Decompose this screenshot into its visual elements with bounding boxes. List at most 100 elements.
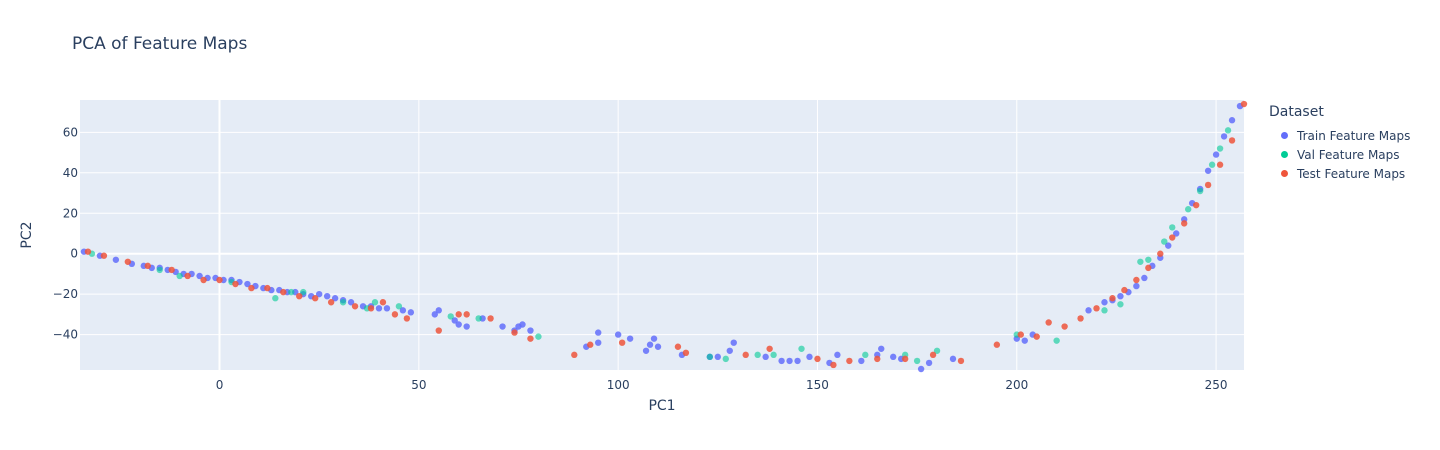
legend-label-test: Test Feature Maps [1297, 166, 1406, 181]
data-point [858, 357, 865, 365]
data-point [1117, 292, 1124, 300]
data-point [499, 323, 506, 330]
data-point [587, 341, 594, 348]
x-tick-label: 0 [216, 378, 224, 392]
data-point [379, 299, 387, 306]
data-point [399, 307, 407, 314]
data-point [1161, 238, 1168, 245]
data-point [375, 305, 383, 312]
data-point [447, 313, 454, 320]
data-point [315, 290, 323, 298]
data-point [890, 353, 897, 361]
data-point [535, 333, 542, 340]
data-point [1204, 181, 1212, 189]
legend: Dataset Train Feature Maps Val Feature M… [1269, 104, 1410, 183]
data-point [1196, 187, 1204, 195]
y-axis-title: PC2 [19, 221, 35, 248]
data-point [806, 353, 813, 361]
data-point [435, 307, 442, 314]
data-point [1157, 250, 1164, 257]
x-tick-label: 150 [806, 378, 829, 392]
y-tick-label: 60 [63, 125, 78, 139]
data-point [618, 339, 626, 346]
data-point [993, 341, 1001, 348]
data-point [112, 256, 120, 263]
data-point [463, 311, 470, 318]
data-point [1228, 137, 1236, 144]
data-points [80, 100, 1248, 373]
data-point [511, 329, 518, 336]
data-point [451, 317, 458, 324]
data-point [288, 288, 295, 296]
data-point [726, 347, 733, 354]
data-point [1169, 224, 1176, 231]
data-point [901, 355, 909, 363]
data-point [1045, 319, 1052, 326]
y-tick-label: −40 [53, 328, 78, 342]
data-point [862, 351, 869, 359]
data-point [642, 347, 650, 354]
data-point [1017, 331, 1024, 338]
data-point [917, 365, 925, 373]
data-point [1085, 307, 1092, 314]
data-point [1101, 299, 1108, 306]
data-point [878, 345, 885, 352]
data-point [1228, 117, 1236, 124]
data-point [814, 355, 821, 363]
data-point [913, 357, 921, 365]
data-point [778, 357, 785, 365]
plot-background [80, 100, 1244, 370]
y-tick-label: 20 [63, 206, 78, 220]
data-point [1109, 295, 1116, 302]
data-point [1216, 161, 1224, 168]
data-point [682, 349, 690, 357]
data-point [407, 309, 415, 316]
data-point [706, 353, 714, 361]
data-point [830, 361, 837, 369]
data-point [487, 315, 494, 322]
data-point [595, 329, 602, 336]
data-point [1145, 256, 1152, 263]
data-point [347, 299, 355, 306]
data-point [595, 339, 602, 346]
data-point [957, 357, 965, 365]
series-2 [84, 100, 1248, 369]
data-point [1145, 264, 1152, 272]
data-point [762, 353, 769, 361]
data-point [754, 351, 761, 359]
data-point [176, 272, 183, 280]
data-point [1061, 323, 1068, 330]
data-point [331, 295, 339, 302]
data-point [798, 345, 805, 352]
data-point [650, 335, 658, 342]
data-point [714, 353, 722, 361]
legend-item-test[interactable]: Test Feature Maps [1269, 164, 1410, 183]
data-point [100, 252, 108, 259]
data-point [1212, 151, 1220, 158]
data-point [280, 288, 287, 296]
legend-label-train: Train Feature Maps [1297, 128, 1411, 143]
data-point [351, 303, 359, 310]
data-point [475, 315, 482, 322]
data-point [455, 321, 462, 328]
data-point [614, 331, 622, 338]
x-tick-label: 200 [1005, 378, 1028, 392]
data-point [339, 299, 347, 306]
data-point [323, 292, 331, 300]
y-tick-label: −20 [53, 287, 78, 301]
data-point [571, 351, 578, 359]
data-point [144, 262, 151, 270]
data-point [156, 266, 163, 274]
data-point [1169, 234, 1176, 241]
data-point [1137, 258, 1144, 265]
x-tick-label: 100 [607, 378, 630, 392]
legend-item-val[interactable]: Val Feature Maps [1269, 145, 1410, 164]
data-point [1173, 230, 1180, 237]
data-point [244, 280, 251, 288]
data-point [435, 327, 442, 334]
data-point [1053, 337, 1060, 344]
legend-item-train[interactable]: Train Feature Maps [1269, 126, 1410, 145]
legend-marker-train [1281, 132, 1288, 139]
